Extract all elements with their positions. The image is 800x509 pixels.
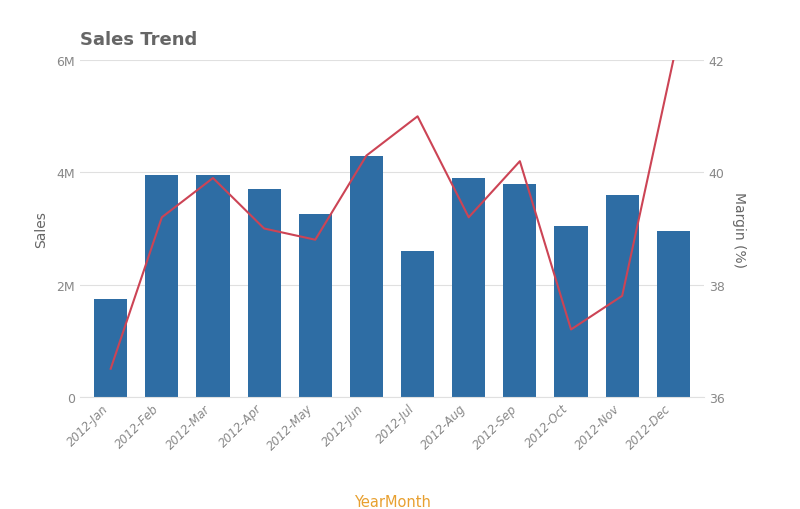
Y-axis label: Margin (%): Margin (%) — [731, 191, 746, 267]
Bar — [146, 176, 178, 397]
Bar — [350, 156, 383, 397]
Bar — [657, 232, 690, 397]
Bar — [94, 299, 127, 397]
Bar — [503, 184, 537, 397]
Bar — [554, 226, 588, 397]
Bar — [247, 190, 281, 397]
Bar — [196, 176, 230, 397]
Bar — [452, 179, 486, 397]
X-axis label: YearMonth: YearMonth — [354, 494, 430, 509]
Bar — [401, 251, 434, 397]
Text: Sales Trend: Sales Trend — [80, 31, 198, 48]
Bar — [606, 195, 638, 397]
Bar — [298, 215, 332, 397]
Y-axis label: Sales: Sales — [34, 211, 48, 247]
